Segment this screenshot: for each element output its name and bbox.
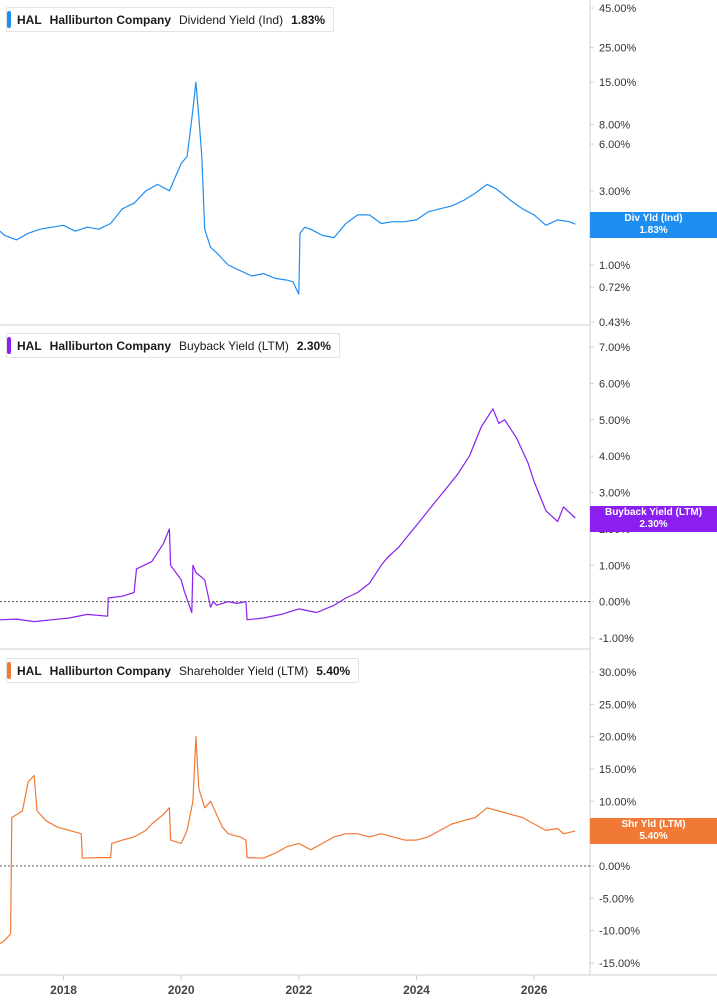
y-tick-label: 6.00% bbox=[599, 378, 630, 390]
x-tick-label: 2020 bbox=[168, 983, 195, 997]
y-tick-label: 0.00% bbox=[599, 861, 630, 873]
y-tick-label: 15.00% bbox=[599, 77, 637, 89]
flag-value: 2.30% bbox=[639, 519, 668, 530]
y-tick-label: 3.00% bbox=[599, 186, 630, 198]
legend-value: 5.40% bbox=[316, 663, 351, 678]
x-tick-label: 2024 bbox=[403, 983, 430, 997]
x-tick-label: 2022 bbox=[285, 983, 312, 997]
flag-label: Div Yld (Ind) bbox=[624, 213, 683, 224]
legend-value: 2.30% bbox=[296, 338, 331, 353]
y-tick-label: 3.00% bbox=[599, 488, 630, 500]
flag-label: Shr Yld (LTM) bbox=[621, 819, 686, 830]
y-tick-label: 0.00% bbox=[599, 597, 630, 609]
y-tick-label: 15.00% bbox=[599, 764, 637, 776]
y-tick-label: 20.00% bbox=[599, 732, 637, 744]
legend-buyback-yield: HAL Halliburton Company Buyback Yield (L… bbox=[6, 333, 340, 358]
x-tick-label: 2026 bbox=[521, 983, 548, 997]
x-tick-label: 2018 bbox=[50, 983, 77, 997]
y-tick-label: -10.00% bbox=[599, 926, 640, 938]
series-line bbox=[0, 408, 576, 623]
y-tick-label: 6.00% bbox=[599, 139, 630, 151]
y-tick-label: -5.00% bbox=[599, 893, 634, 905]
flag-label: Buyback Yield (LTM) bbox=[604, 507, 703, 518]
y-tick-label: 25.00% bbox=[599, 43, 637, 55]
legend-color-bar bbox=[7, 337, 11, 354]
legend-ticker: HAL bbox=[17, 338, 42, 353]
legend-company: Halliburton Company bbox=[49, 663, 172, 678]
flag-buyback-yield: Buyback Yield (LTM) 2.30% bbox=[590, 506, 717, 532]
legend-metric: Shareholder Yield (LTM) bbox=[179, 663, 309, 678]
legend-ticker: HAL bbox=[17, 663, 42, 678]
y-tick-label: 0.72% bbox=[599, 282, 630, 294]
flag-dividend-yield: Div Yld (Ind) 1.83% bbox=[590, 212, 717, 238]
legend-value: 1.83% bbox=[291, 12, 326, 27]
series-line bbox=[0, 736, 576, 945]
y-tick-label: 45.00% bbox=[599, 3, 637, 15]
legend-company: Halliburton Company bbox=[49, 338, 172, 353]
flag-value: 5.40% bbox=[639, 831, 668, 842]
y-tick-label: 7.00% bbox=[599, 342, 630, 354]
flag-value: 1.83% bbox=[639, 225, 668, 236]
y-tick-label: 4.00% bbox=[599, 451, 630, 463]
series-line bbox=[0, 81, 576, 295]
y-tick-label: 25.00% bbox=[599, 699, 637, 711]
legend-ticker: HAL bbox=[17, 12, 42, 27]
y-tick-label: 8.00% bbox=[599, 120, 630, 132]
y-tick-label: 30.00% bbox=[599, 667, 637, 679]
y-tick-label: 1.00% bbox=[599, 560, 630, 572]
y-tick-label: 5.00% bbox=[599, 415, 630, 427]
y-tick-label: 10.00% bbox=[599, 796, 637, 808]
legend-dividend-yield: HAL Halliburton Company Dividend Yield (… bbox=[6, 7, 335, 32]
legend-metric: Buyback Yield (LTM) bbox=[179, 338, 289, 353]
flag-shareholder-yield: Shr Yld (LTM) 5.40% bbox=[590, 818, 717, 844]
legend-color-bar bbox=[7, 662, 11, 679]
y-tick-label: 1.00% bbox=[599, 260, 630, 272]
y-tick-label: -15.00% bbox=[599, 958, 640, 970]
legend-metric: Dividend Yield (Ind) bbox=[179, 12, 284, 27]
legend-company: Halliburton Company bbox=[49, 12, 172, 27]
y-tick-label: -1.00% bbox=[599, 633, 634, 645]
legend-shareholder-yield: HAL Halliburton Company Shareholder Yiel… bbox=[6, 658, 360, 683]
legend-color-bar bbox=[7, 11, 11, 28]
y-tick-label: 0.43% bbox=[599, 317, 630, 329]
